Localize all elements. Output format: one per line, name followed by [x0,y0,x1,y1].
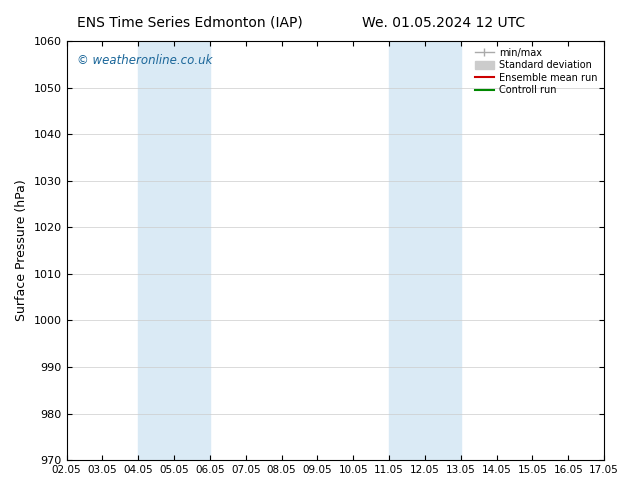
Text: ENS Time Series Edmonton (IAP): ENS Time Series Edmonton (IAP) [77,16,303,30]
Bar [389,41,461,460]
Y-axis label: Surface Pressure (hPa): Surface Pressure (hPa) [15,180,28,321]
Text: © weatheronline.co.uk: © weatheronline.co.uk [77,53,212,67]
Bar [138,41,210,460]
Legend: min/max, Standard deviation, Ensemble mean run, Controll run: min/max, Standard deviation, Ensemble me… [472,46,599,97]
Text: We. 01.05.2024 12 UTC: We. 01.05.2024 12 UTC [362,16,526,30]
